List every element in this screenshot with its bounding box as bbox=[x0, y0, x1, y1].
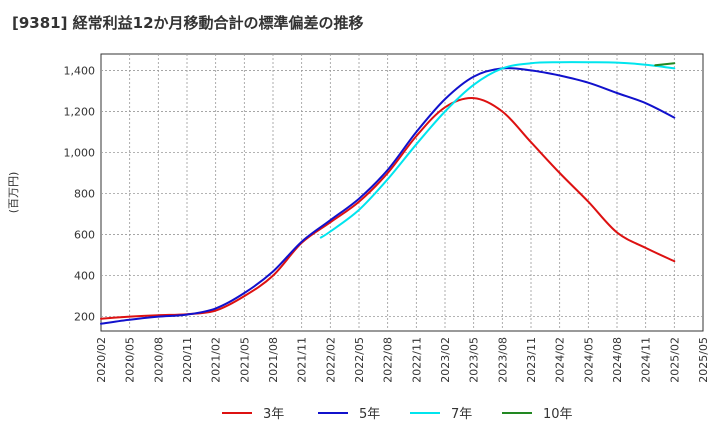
x-tick-label: 2025/02 bbox=[668, 337, 681, 383]
plot-frame bbox=[100, 53, 704, 332]
x-tick-label: 2020/08 bbox=[152, 337, 165, 383]
x-tick-label: 2024/08 bbox=[611, 337, 624, 383]
x-tick-label: 2021/02 bbox=[210, 337, 223, 383]
x-tick-label: 2021/11 bbox=[296, 337, 309, 383]
axis-layer: 200 400 600 800 1,000 1,200 1,400 2020/02 2020/0… bbox=[7, 64, 710, 382]
x-tick-label: 2023/11 bbox=[525, 337, 538, 383]
x-tick-label: 2024/02 bbox=[554, 337, 567, 383]
y-tick-label: 400 bbox=[74, 270, 95, 283]
y-tick-label: 1,000 bbox=[64, 146, 96, 159]
series-line-7年 bbox=[319, 61, 676, 239]
x-tick-label: 2023/05 bbox=[468, 337, 481, 383]
x-tick-label: 2022/02 bbox=[324, 337, 337, 383]
y-tick-label: 800 bbox=[74, 188, 95, 201]
legend-label: 7年 bbox=[451, 407, 472, 422]
x-tick-label: 2023/08 bbox=[496, 337, 509, 383]
chart-title: [9381] 経常利益12か月移動合計の標準偏差の推移 bbox=[12, 14, 364, 32]
x-tick-label: 2022/05 bbox=[353, 337, 366, 383]
legend-label: 5年 bbox=[359, 407, 380, 422]
series-line-5年 bbox=[100, 67, 676, 325]
x-tick-label: 2022/11 bbox=[410, 337, 423, 383]
y-tick-label: 1,400 bbox=[64, 64, 96, 77]
x-tick-label: 2025/05 bbox=[697, 337, 710, 383]
y-tick-label: 200 bbox=[74, 311, 95, 324]
x-tick-label: 2021/05 bbox=[238, 337, 251, 383]
series-layer bbox=[100, 61, 676, 325]
y-tick-label: 1,200 bbox=[64, 105, 96, 118]
legend-label: 3年 bbox=[263, 407, 284, 422]
x-tick-label: 2020/11 bbox=[181, 337, 194, 383]
y-axis-label: (百万円) bbox=[7, 172, 20, 214]
grid-layer bbox=[100, 53, 704, 332]
x-tick-label: 2023/02 bbox=[439, 337, 452, 383]
series-line-10年 bbox=[654, 62, 676, 67]
x-tick-label: 2020/02 bbox=[95, 337, 108, 383]
x-tick-label: 2021/08 bbox=[267, 337, 280, 383]
legend-label: 10年 bbox=[543, 407, 573, 422]
x-tick-label: 2022/08 bbox=[382, 337, 395, 383]
x-tick-label: 2020/05 bbox=[124, 337, 137, 383]
y-tick-label: 600 bbox=[74, 229, 95, 242]
x-tick-label: 2024/11 bbox=[640, 337, 653, 383]
x-tick-label: 2024/05 bbox=[582, 337, 595, 383]
legend-layer: 3年 5年 7年 10年 bbox=[222, 407, 573, 422]
